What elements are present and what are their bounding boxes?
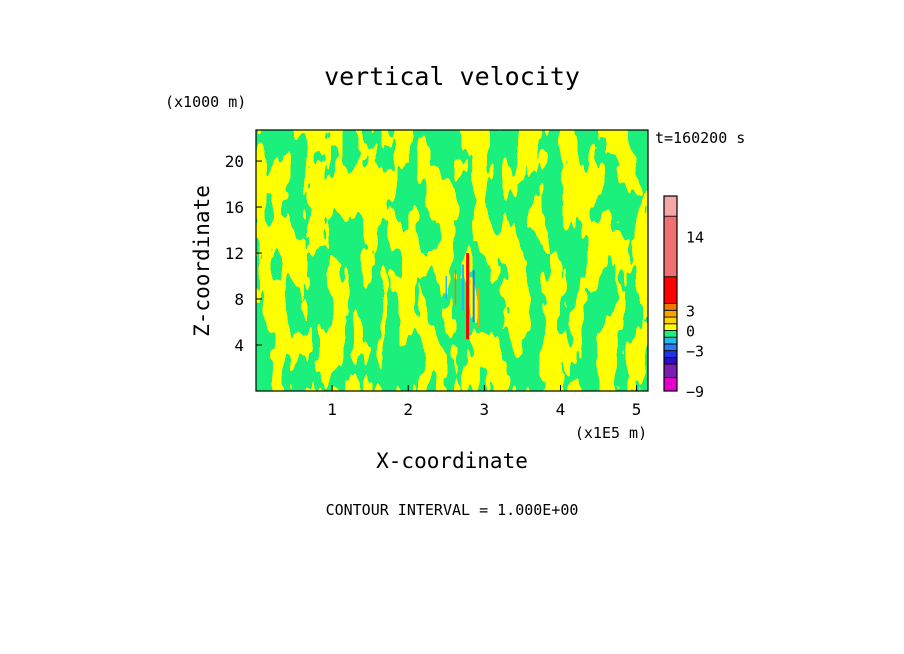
colorbar-tick-label: −3 [686,343,704,361]
colorbar: 14 3 0 −3 −9 [663,195,704,401]
colorbar-swatch [663,323,678,331]
colorbar-tick-label: −9 [686,383,704,401]
plot-frame [255,129,649,392]
colorbar-swatch [663,363,678,378]
y-axis: 4 8 12 16 20 [225,152,262,355]
x-tick-label: 4 [556,400,566,419]
contour-interval: CONTOUR INTERVAL = 1.000E+00 [326,501,579,519]
colorbar-swatch [663,330,678,338]
x-axis-unit: (x1E5 m) [575,424,647,442]
y-tick-label: 8 [234,290,244,309]
colorbar-tick-label: 14 [686,228,704,246]
colorbar-swatch [663,316,678,325]
y-tick-label: 12 [225,244,244,263]
plot-area [256,130,648,391]
x-tick-label: 1 [327,400,337,419]
colorbar-swatch [663,309,678,318]
colorbar-swatch [663,343,678,352]
y-tick-label: 16 [225,198,244,217]
colorbar-frame [663,195,678,392]
colorbar-swatch [663,195,678,217]
colorbar-swatch [663,377,678,392]
colorbar-swatch [663,336,678,345]
y-axis-unit: (x1000 m) [165,93,246,111]
x-axis-label: X-coordinate [376,449,528,473]
x-tick-label: 3 [480,400,490,419]
time-label: t=160200 s [655,129,745,147]
y-axis-label: Z-coordinate [190,185,214,337]
colorbar-tick-label: 3 [686,302,695,320]
colorbar-tick-label: 0 [686,322,695,340]
chart-title: vertical velocity [324,62,580,91]
colorbar-swatch [663,276,678,304]
x-axis: 1 2 3 4 5 [327,385,641,419]
x-tick-label: 5 [632,400,642,419]
y-tick-label: 20 [225,152,244,171]
colorbar-swatch [663,215,678,278]
colorbar-swatch [663,303,678,311]
y-tick-label: 4 [234,336,244,355]
x-tick-label: 2 [403,400,413,419]
colorbar-swatch [663,350,678,358]
colorbar-swatch [663,356,678,365]
field-noise-layer [256,130,648,391]
